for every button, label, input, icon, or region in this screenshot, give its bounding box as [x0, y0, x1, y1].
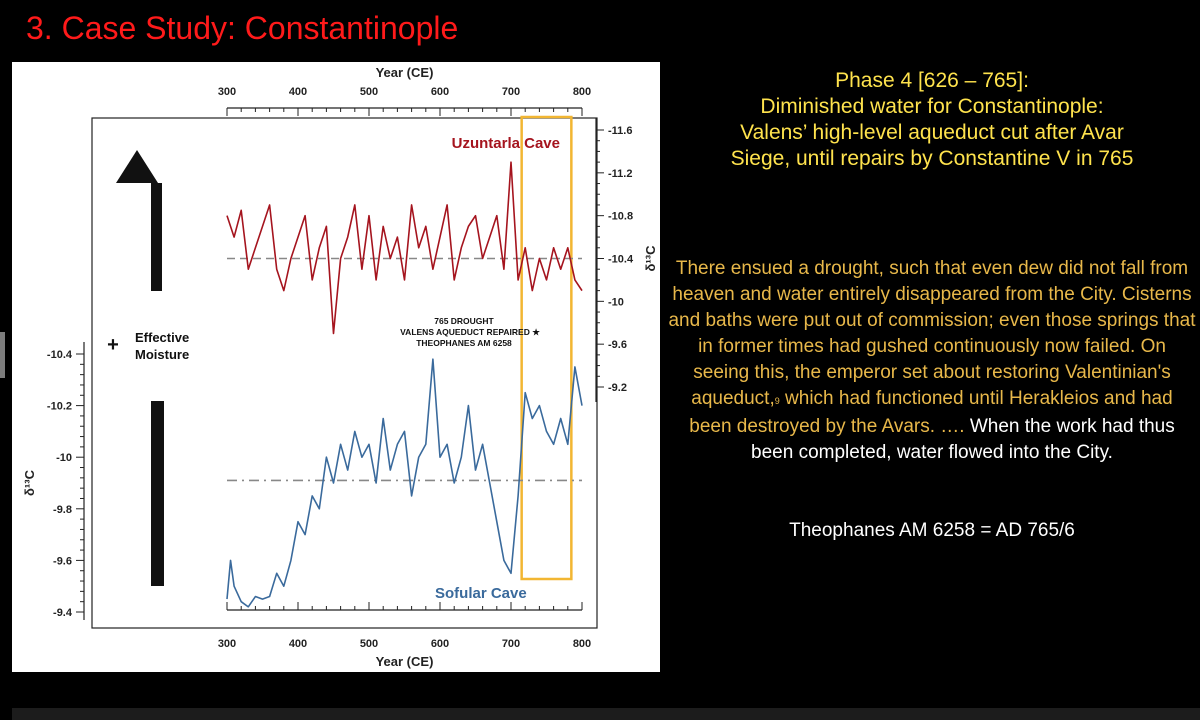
right-axis-tick-label: -10.8 — [608, 211, 633, 223]
moisture-plus: + — [107, 334, 119, 356]
x-tick-label-top: 500 — [360, 86, 378, 98]
footnote-mark: 9 — [774, 396, 780, 406]
uzuntarla-series-label: Uzuntarla Cave — [452, 135, 560, 152]
moisture-label: Moisture — [135, 347, 189, 362]
phase-line: Diminished water for Constantinople: — [760, 95, 1104, 118]
mean-lines — [227, 257, 582, 482]
x-tick-label-top: 600 — [431, 86, 449, 98]
highlight-layer — [520, 115, 573, 581]
quote-part2: which had functioned until Herakleios an… — [689, 388, 1173, 437]
axis-ticks: 300 300 400 400 500 500 600 600 700 700 800 800 Year… — [22, 65, 658, 669]
phase-line: Phase 4 [626 – 765]: — [835, 69, 1029, 92]
left-axis-tick-label: -9.6 — [53, 555, 72, 567]
uzuntarla-series-line — [226, 161, 583, 335]
theophanes-quote: There ensued a drought, such that even d… — [668, 256, 1196, 466]
arrow-up-shaft — [151, 183, 162, 291]
left-axis-tick-label: -10.2 — [47, 401, 72, 413]
series-layer — [226, 161, 583, 608]
x-tick-label-bottom: 700 — [502, 638, 520, 650]
right-axis-tick-label: -11.6 — [608, 125, 632, 137]
arrow-bar — [151, 401, 164, 586]
x-tick-label-bottom: 300 — [218, 638, 236, 650]
annotation-line: VALENS AQUEDUCT REPAIRED ★ — [400, 327, 541, 337]
phase-description: Phase 4 [626 – 765]: Diminished water fo… — [668, 68, 1196, 172]
climate-chart-panel: 300 300 400 400 500 500 600 600 700 700 800 800 Year… — [12, 62, 660, 672]
label-layer: Uzuntarla Cave Sofular Cave 765 DROUGHTVAL… — [107, 135, 560, 602]
x-axis-title-top: Year (CE) — [376, 65, 434, 80]
left-axis-tick-label: -10 — [56, 452, 72, 464]
x-tick-label-bottom: 400 — [289, 638, 307, 650]
x-tick-label-top: 400 — [289, 86, 307, 98]
left-axis-tick-label: -9.8 — [53, 504, 72, 516]
annotation-line: THEOPHANES AM 6258 — [416, 338, 512, 348]
left-axis-title: δ¹³C — [22, 469, 37, 496]
quote-part3: When the work had thus been completed, w… — [751, 416, 1175, 463]
quote-part1: There ensued a drought, such that even d… — [668, 258, 1196, 409]
bottom-bar — [12, 708, 1200, 720]
left-axis-tick-label: -9.4 — [53, 607, 73, 619]
left-axis-tick-label: -10.4 — [47, 349, 73, 361]
right-axis-tick-label: -10.4 — [608, 254, 634, 266]
sofular-series-line — [226, 358, 583, 608]
arrow-up-icon — [116, 150, 158, 183]
right-axis-tick-label: -11.2 — [608, 168, 632, 180]
x-tick-label-bottom: 800 — [573, 638, 591, 650]
x-tick-label-bottom: 500 — [360, 638, 378, 650]
x-tick-label-top: 300 — [218, 86, 236, 98]
annotation-line: 765 DROUGHT — [434, 316, 494, 326]
x-tick-label-bottom: 600 — [431, 638, 449, 650]
citation: Theophanes AM 6258 = AD 765/6 — [789, 520, 1075, 541]
side-handle[interactable] — [0, 332, 5, 378]
highlight-box-765 — [520, 115, 573, 581]
x-tick-label-top: 700 — [502, 86, 520, 98]
climate-chart: 300 300 400 400 500 500 600 600 700 700 800 800 Year… — [22, 65, 658, 669]
slide-title: 3. Case Study: Constantinople — [26, 10, 459, 46]
x-tick-label-top: 800 — [573, 86, 591, 98]
x-axis-title-bottom: Year (CE) — [376, 654, 434, 669]
plot-frame — [91, 117, 598, 629]
sofular-series-label: Sofular Cave — [435, 585, 527, 602]
right-axis-title: δ¹³C — [643, 245, 658, 272]
phase-line: Siege, until repairs by Constantine V in… — [730, 147, 1134, 170]
right-axis-tick-label: -9.2 — [608, 382, 627, 394]
phase-line: Valens’ high-level aqueduct cut after Av… — [740, 121, 1124, 144]
moisture-label: Effective — [135, 330, 189, 345]
right-axis-tick-label: -10 — [608, 296, 624, 308]
right-axis-tick-label: -9.6 — [608, 339, 627, 351]
